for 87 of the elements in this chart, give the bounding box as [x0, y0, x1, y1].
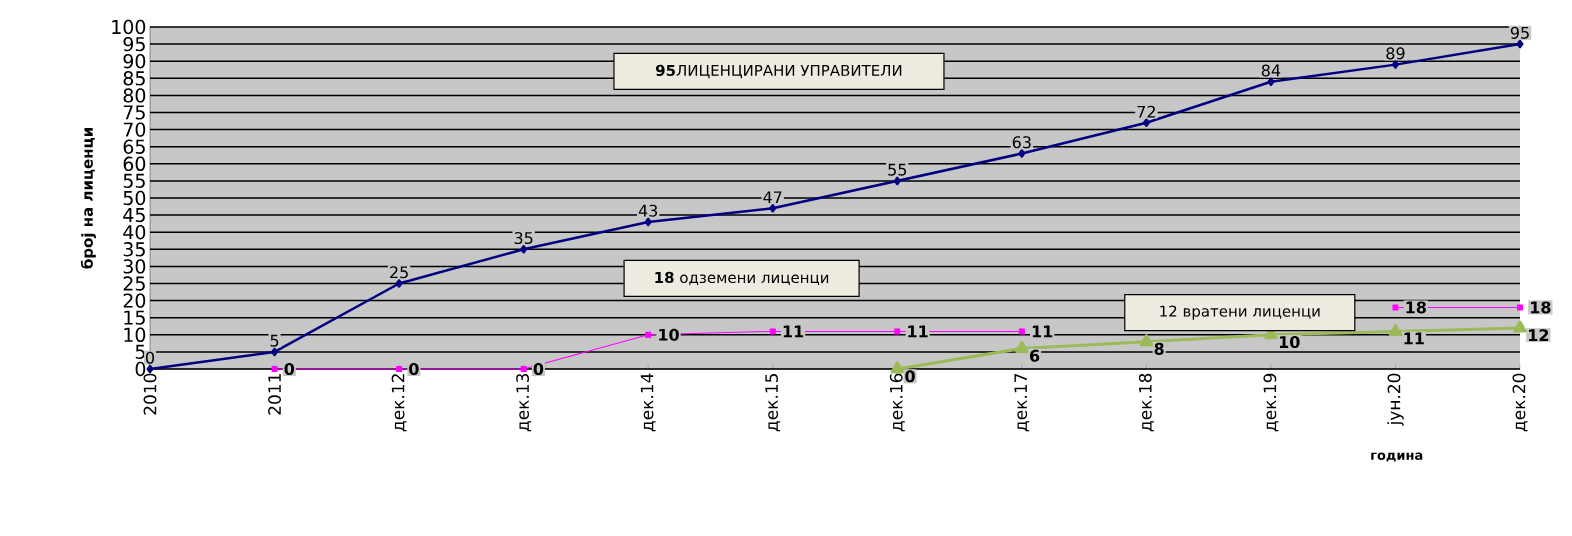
data-label: 89 [1386, 47, 1405, 60]
point [893, 176, 901, 186]
data-label: 35 [514, 232, 533, 245]
point [894, 328, 901, 335]
data-label: 8 [1154, 342, 1164, 355]
data-label: 11 [908, 325, 928, 338]
x-tick-label: 2011 [268, 374, 281, 415]
point [1267, 77, 1275, 86]
point [1516, 39, 1524, 49]
point [890, 361, 904, 374]
data-label: 18 [1531, 301, 1551, 314]
data-label: 11 [1032, 325, 1053, 338]
y-tick-label: 55 [123, 173, 145, 188]
data-label: 12 [1529, 329, 1549, 342]
y-tick-label: 85 [123, 71, 145, 86]
data-label: 25 [390, 266, 408, 279]
point [396, 366, 403, 372]
x-tick-label: дек.17 [1014, 374, 1030, 432]
annotation: 95ЛИЦЕНЦИРАНИ УПРАВИТЕЛИ [655, 64, 902, 79]
point [645, 331, 652, 338]
x-tick-label: дек.18 [1138, 373, 1154, 432]
point [1513, 320, 1527, 333]
x-tick-label: јун.20 [1387, 373, 1404, 426]
point [769, 204, 777, 213]
x-tick-label: дек.19 [1263, 373, 1279, 432]
y-tick-label: 25 [123, 276, 145, 291]
y-tick-label: 35 [123, 242, 145, 257]
y-tick-label: 60 [123, 156, 146, 171]
y-tick-label: 80 [123, 88, 146, 103]
point [271, 366, 278, 372]
y-tick-label: 45 [123, 208, 145, 223]
x-tick-label: дек.20 [1512, 373, 1528, 432]
data-label: 0 [533, 362, 544, 376]
y-tick-label: 50 [123, 190, 146, 206]
y-tick-label: 30 [123, 259, 146, 274]
point [644, 217, 652, 227]
data-label: 11 [783, 325, 804, 338]
y-tick-label: 10 [124, 327, 146, 342]
annotation: 18 одземени лиценци [655, 271, 829, 285]
y-tick-label: 75 [123, 105, 145, 120]
point [1018, 328, 1025, 335]
x-tick-label: дек.15 [765, 374, 781, 432]
point [1018, 149, 1026, 158]
y-tick-label: 65 [123, 139, 145, 154]
x-tick-label: дек.16 [889, 373, 905, 432]
point [1388, 323, 1403, 336]
point [1517, 304, 1524, 311]
y-axis-title: број на лиценци [80, 128, 96, 269]
y-tick-label: 40 [123, 225, 146, 240]
data-label: 0 [905, 370, 915, 383]
data-label: 72 [1137, 105, 1155, 118]
point [1015, 340, 1029, 353]
data-label: 55 [888, 163, 907, 176]
point [1392, 304, 1399, 311]
y-tick-label: 100 [112, 19, 146, 35]
data-label: 84 [1261, 64, 1281, 77]
data-label: 6 [1030, 349, 1040, 362]
point [769, 328, 776, 335]
y-tick-label: 20 [123, 293, 146, 308]
point [520, 245, 528, 254]
data-label: 43 [638, 204, 658, 217]
data-label: 0 [284, 362, 295, 376]
point [1139, 334, 1154, 347]
point [271, 347, 279, 357]
point [1142, 118, 1150, 128]
y-tick-label: 95 [123, 36, 145, 52]
y-tick-label: 15 [124, 310, 145, 325]
x-tick-label: дек.14 [640, 373, 656, 432]
y-tick-label: 70 [123, 122, 146, 137]
data-label: 11 [1404, 332, 1424, 345]
data-label: 10 [659, 328, 679, 341]
y-tick-label: 90 [123, 54, 146, 69]
annotation: 12 вратени лиценци [1160, 305, 1320, 320]
data-label: 63 [1012, 136, 1031, 149]
data-label: 5 [270, 334, 279, 347]
data-label: 10 [1279, 336, 1300, 349]
point [395, 279, 403, 288]
point [520, 366, 527, 372]
data-label: 18 [1406, 301, 1426, 314]
x-tick-label: дек.13 [516, 373, 532, 432]
data-label: 95 [1510, 26, 1529, 39]
data-label: 47 [763, 191, 782, 204]
x-axis-title: година [1371, 452, 1423, 462]
data-label: 0 [409, 362, 419, 376]
point [1391, 60, 1399, 69]
point [146, 364, 154, 374]
x-tick-label: дек.12 [391, 374, 407, 432]
